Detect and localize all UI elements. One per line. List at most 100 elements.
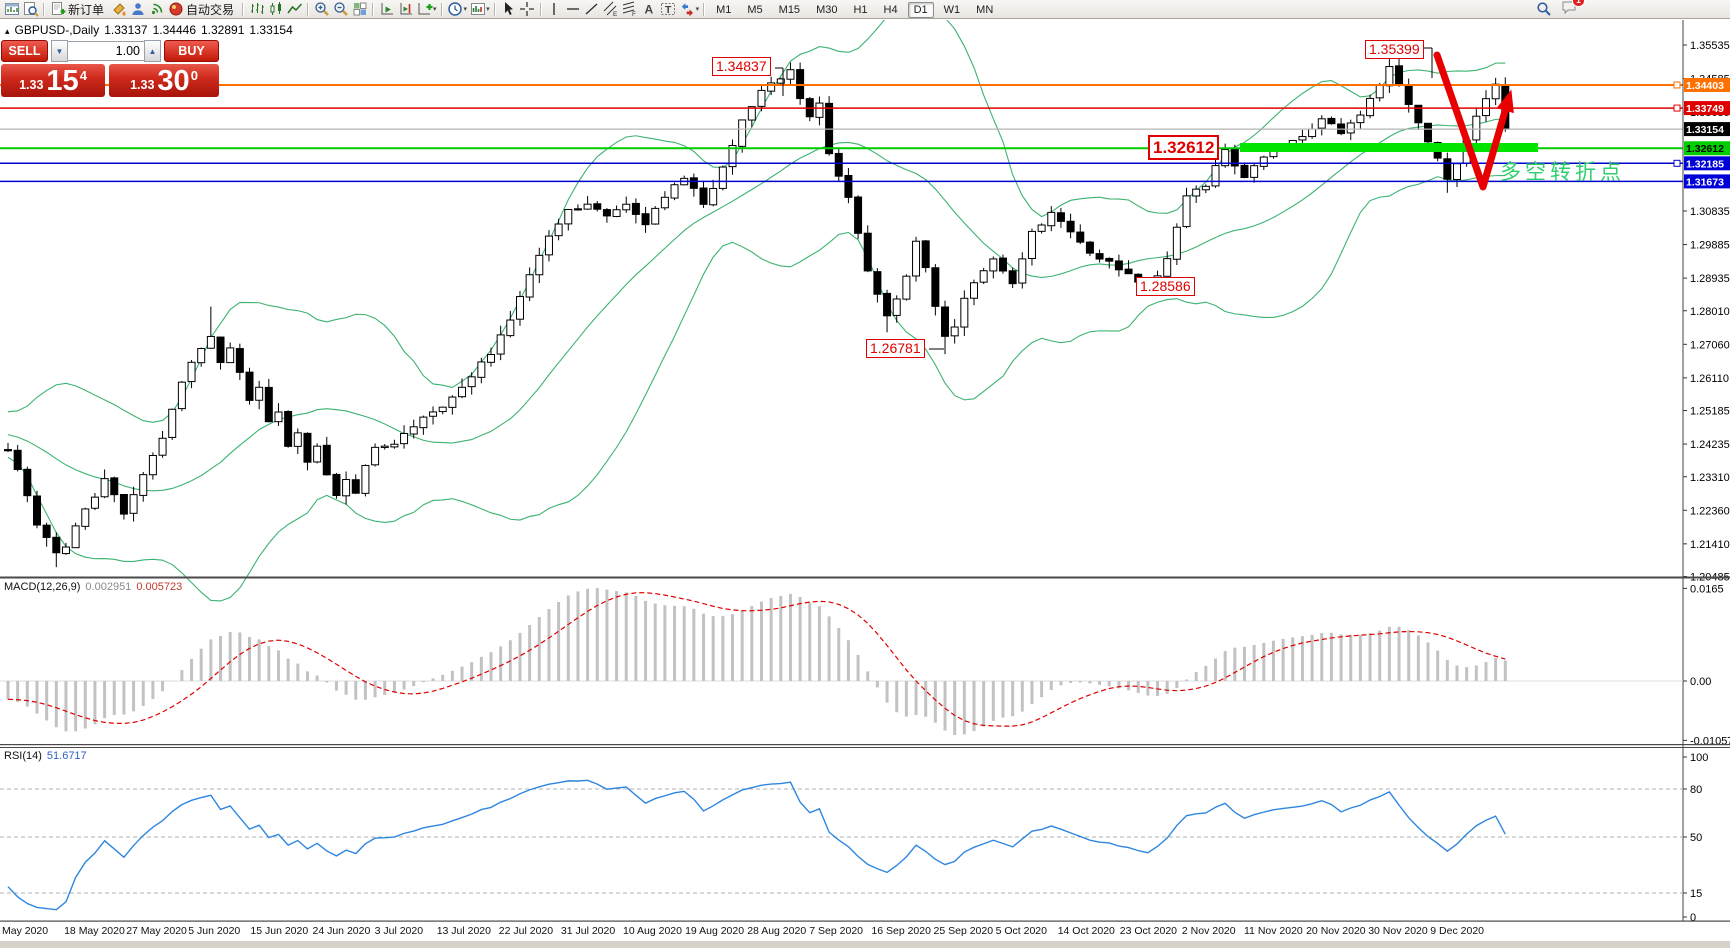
svg-text:1.35535: 1.35535 <box>1690 40 1730 52</box>
dropdown-caret-icon[interactable]: ▾ <box>463 6 468 13</box>
date-axis-label: 16 Sep 2020 <box>871 925 931 937</box>
timeframe-button-m15[interactable]: M15 <box>773 2 806 18</box>
svg-text:0.0165: 0.0165 <box>1690 583 1724 595</box>
volume-increase-button[interactable]: ▲ <box>144 40 161 62</box>
svg-text:1.29885: 1.29885 <box>1690 240 1730 252</box>
price-callout-label[interactable]: 1.32612 <box>1148 135 1220 160</box>
periods-clock-icon[interactable] <box>446 1 465 18</box>
timeframe-button-h4[interactable]: H4 <box>878 2 904 18</box>
channel-tool-icon[interactable]: E <box>602 1 621 18</box>
styles-bucket-icon[interactable] <box>109 1 128 18</box>
support-zone-bar[interactable] <box>1240 143 1538 152</box>
notifications-chat-icon[interactable]: 1 <box>1561 0 1585 20</box>
svg-text:F: F <box>632 11 636 17</box>
svg-text:1.34403: 1.34403 <box>1686 80 1724 92</box>
auto-trading-icon[interactable] <box>166 1 185 18</box>
volume-input[interactable] <box>68 41 144 61</box>
window-bottom-strip <box>0 941 1730 948</box>
chart-preview-icon[interactable] <box>21 1 40 18</box>
candlestick-mode-icon[interactable] <box>266 1 285 18</box>
sell-price-display[interactable]: 1.33 15 4 <box>1 64 105 97</box>
dropdown-caret-icon[interactable]: ▾ <box>695 6 700 13</box>
cursor-icon[interactable] <box>499 1 518 18</box>
svg-text:1.33749: 1.33749 <box>1686 103 1724 115</box>
timeframe-button-m5[interactable]: M5 <box>741 2 768 18</box>
svg-text:1.28935: 1.28935 <box>1690 273 1730 285</box>
macd-main-value: 0.002951 <box>85 581 132 593</box>
buy-price-display[interactable]: 1.33 30 0 <box>109 64 219 97</box>
horizontal-line-tool-icon[interactable] <box>564 1 583 18</box>
vertical-line-tool-icon[interactable] <box>545 1 564 18</box>
volume-decrease-button[interactable]: ▼ <box>51 40 68 62</box>
chart-canvas[interactable]: 1.355351.345851.336351.308351.298851.289… <box>0 20 1730 948</box>
tile-windows-icon[interactable] <box>350 1 369 18</box>
buy-price-pips: 30 <box>157 65 190 98</box>
dropdown-caret-icon[interactable]: ▾ <box>486 6 490 13</box>
toolbar-separator <box>43 2 45 16</box>
zoom-out-icon[interactable] <box>331 1 350 18</box>
ohlc-close: 1.33154 <box>249 23 293 37</box>
crosshair-icon[interactable] <box>518 1 537 18</box>
buy-button[interactable]: BUY <box>164 40 219 62</box>
new-order-label[interactable]: 新订单 <box>68 2 105 17</box>
date-axis-label: 20 Nov 2020 <box>1306 925 1366 937</box>
notification-badge: 1 <box>1572 0 1585 7</box>
dropdown-caret-icon[interactable]: ▾ <box>433 6 437 13</box>
text-label-tool-icon[interactable]: T <box>659 1 678 18</box>
macd-name: MACD(12,26,9) <box>4 581 81 593</box>
timeframe-button-group: M1 M5 M15 M30 H1 H4 D1 W1 MN <box>708 0 1001 18</box>
v-reversal-arrow[interactable] <box>1433 51 1512 191</box>
date-axis-label: 22 Jul 2020 <box>498 925 554 937</box>
svg-text:1.30835: 1.30835 <box>1690 206 1730 218</box>
price-callout-label[interactable]: 1.26781 <box>866 339 925 358</box>
auto-scroll-icon[interactable] <box>377 1 396 18</box>
shapes-arrows-tool-icon[interactable] <box>678 1 697 18</box>
svg-text:100: 100 <box>1690 752 1708 764</box>
date-axis-label: 23 Oct 2020 <box>1119 925 1178 937</box>
price-callout-label[interactable]: 1.34837 <box>712 57 771 76</box>
template-icon[interactable] <box>468 1 487 18</box>
new-order-icon[interactable] <box>48 1 67 18</box>
signal-icon[interactable] <box>147 1 166 18</box>
ohlc-high: 1.34446 <box>152 23 196 37</box>
svg-text:T: T <box>665 4 672 16</box>
svg-text:1.32185: 1.32185 <box>1686 158 1724 170</box>
search-icon[interactable] <box>1534 1 1553 18</box>
trendline-tool-icon[interactable] <box>583 1 602 18</box>
svg-text:1.22360: 1.22360 <box>1690 505 1730 517</box>
bollinger-bands <box>7 20 1506 602</box>
sell-button[interactable]: SELL <box>1 40 48 62</box>
buy-price-point: 0 <box>190 68 198 83</box>
chart-shift-icon[interactable] <box>396 1 415 18</box>
sell-price-base: 1.33 <box>19 78 44 92</box>
svg-text:50: 50 <box>1690 832 1702 844</box>
pane-separators[interactable] <box>0 576 1730 922</box>
fibonacci-tool-icon[interactable]: F <box>621 1 640 18</box>
timeframe-button-mn[interactable]: MN <box>970 2 999 18</box>
zoom-in-icon[interactable] <box>312 1 331 18</box>
new-chart-window-icon[interactable] <box>2 1 21 18</box>
line-chart-mode-icon[interactable] <box>285 1 304 18</box>
collapse-arrow-icon[interactable]: ▴ <box>5 26 10 36</box>
toolbar-separator <box>242 2 245 16</box>
date-axis-label: 3 Jul 2020 <box>374 925 424 937</box>
timeframe-button-h1[interactable]: H1 <box>847 2 873 18</box>
symbol-ohlc-readout: ▴ GBPUSD-,Daily 1.33137 1.34446 1.32891 1.331… <box>5 23 298 37</box>
profile-icon[interactable] <box>128 1 147 18</box>
text-tool-icon[interactable]: A <box>640 1 659 18</box>
price-callout-label[interactable]: 1.28586 <box>1136 277 1195 296</box>
timeframe-button-w1[interactable]: W1 <box>938 2 967 18</box>
price-callout-label[interactable]: 1.35399 <box>1365 40 1424 59</box>
timeframe-button-d1[interactable]: D1 <box>907 2 934 18</box>
bull-bear-turning-point-note[interactable]: 多空转折点 <box>1500 161 1625 184</box>
horizontal-level-lines[interactable] <box>0 81 1683 183</box>
svg-text:1.21410: 1.21410 <box>1690 539 1730 551</box>
auto-trading-label[interactable]: 自动交易 <box>186 2 235 17</box>
timeframe-button-m1[interactable]: M1 <box>710 2 737 18</box>
timeframe-button-m30[interactable]: M30 <box>810 2 843 18</box>
add-indicator-icon[interactable] <box>415 1 434 18</box>
bar-chart-mode-icon[interactable] <box>247 1 266 18</box>
svg-text:-0.010571: -0.010571 <box>1690 735 1730 747</box>
rsi-value: 51.6717 <box>46 750 87 762</box>
